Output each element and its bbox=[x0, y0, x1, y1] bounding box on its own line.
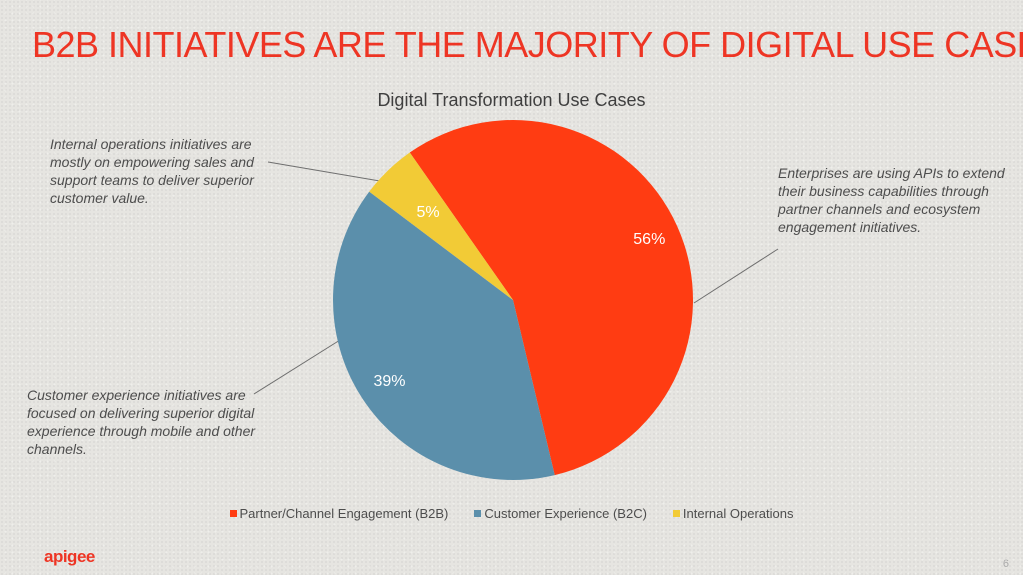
legend-item-b2c: Customer Experience (B2C) bbox=[474, 506, 647, 521]
annotation-customer-experience: Customer experience initiatives are focu… bbox=[27, 387, 256, 457]
legend-swatch-b2c bbox=[474, 510, 482, 517]
slice-internal-operations bbox=[369, 152, 513, 300]
chart-legend: Partner/Channel Engagement (B2B) Custome… bbox=[0, 506, 1023, 521]
legend-label-b2b: Partner/Channel Engagement (B2B) bbox=[239, 506, 449, 521]
legend-item-b2b: Partner/Channel Engagement (B2B) bbox=[229, 506, 449, 521]
leader-line-customer-experience bbox=[253, 339, 341, 395]
legend-swatch-internal-operations bbox=[672, 510, 680, 517]
slice-label-internal-operations: 5% bbox=[416, 204, 439, 221]
pie-slice-labels: 56% 39% 5% bbox=[373, 204, 665, 390]
legend-label-internal-operations: Internal Operations bbox=[682, 506, 794, 521]
slice-label-b2b: 56% bbox=[633, 231, 665, 248]
page-number: 6 bbox=[1002, 558, 1009, 570]
leader-line-internal-operations bbox=[267, 161, 387, 183]
slice-b2b bbox=[409, 119, 694, 476]
leader-line-enterprises bbox=[693, 248, 779, 304]
slice-b2c bbox=[333, 191, 555, 480]
pie-slices bbox=[333, 119, 694, 480]
slide-title: B2B INITIATIVES ARE THE MAJORITY OF DIGI… bbox=[32, 24, 1023, 65]
legend-swatch-b2b bbox=[229, 510, 237, 517]
apigee-logo: apigee bbox=[44, 547, 95, 566]
chart-title: Digital Transformation Use Cases bbox=[377, 90, 646, 110]
legend-item-internal-operations: Internal Operations bbox=[672, 506, 794, 521]
annotation-internal-operations: Internal operations initiatives are most… bbox=[50, 136, 254, 206]
annotation-enterprises: Enterprises are using APIs to extend the… bbox=[778, 165, 1005, 235]
slice-label-b2c: 39% bbox=[373, 373, 405, 390]
legend-label-b2c: Customer Experience (B2C) bbox=[484, 506, 647, 521]
